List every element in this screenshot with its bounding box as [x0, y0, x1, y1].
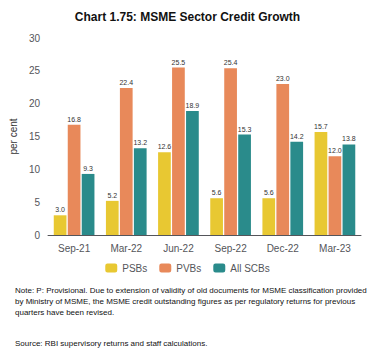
- svg-text:25.4: 25.4: [224, 59, 238, 66]
- svg-text:12.0: 12.0: [328, 147, 342, 154]
- svg-text:12.6: 12.6: [158, 143, 172, 150]
- svg-text:20: 20: [29, 98, 41, 109]
- svg-text:Chart 1.75: MSME Sector Credit: Chart 1.75: MSME Sector Credit Growth: [75, 10, 300, 24]
- svg-text:22.4: 22.4: [119, 79, 133, 86]
- svg-text:5.2: 5.2: [107, 192, 117, 199]
- svg-text:25.5: 25.5: [172, 59, 186, 66]
- svg-text:Source: RBI supervisory return: Source: RBI supervisory returns and staf…: [15, 339, 207, 348]
- svg-text:quarters have been revised.: quarters have been revised.: [15, 308, 114, 317]
- svg-text:0: 0: [34, 230, 40, 241]
- svg-text:25: 25: [29, 65, 41, 76]
- svg-text:5.6: 5.6: [212, 189, 222, 196]
- svg-text:5.6: 5.6: [264, 189, 274, 196]
- svg-text:Mar-23: Mar-23: [319, 243, 351, 254]
- svg-text:18.9: 18.9: [186, 102, 200, 109]
- svg-text:13.2: 13.2: [133, 139, 147, 146]
- svg-text:PSBs: PSBs: [122, 263, 147, 274]
- svg-text:Sep-21: Sep-21: [58, 243, 91, 254]
- svg-text:Mar-22: Mar-22: [110, 243, 142, 254]
- svg-text:All SCBs: All SCBs: [230, 263, 269, 274]
- svg-text:14.2: 14.2: [290, 133, 304, 140]
- svg-text:Jun-22: Jun-22: [163, 243, 194, 254]
- svg-text:9.3: 9.3: [83, 165, 93, 172]
- svg-text:by Ministry of MSME, the MSME: by Ministry of MSME, the MSME credit out…: [15, 297, 357, 306]
- svg-text:15: 15: [29, 131, 41, 142]
- svg-text:Sep-22: Sep-22: [214, 243, 247, 254]
- svg-text:per cent: per cent: [8, 118, 19, 154]
- svg-text:Note: P: Provisional. Due to e: Note: P: Provisional. Due to extension o…: [15, 286, 369, 295]
- svg-text:16.8: 16.8: [67, 116, 81, 123]
- svg-text:30: 30: [29, 33, 41, 44]
- svg-text:15.7: 15.7: [314, 123, 328, 130]
- svg-text:23.0: 23.0: [276, 75, 290, 82]
- svg-text:13.8: 13.8: [342, 135, 356, 142]
- svg-text:Dec-22: Dec-22: [267, 243, 300, 254]
- svg-text:3.0: 3.0: [55, 206, 65, 213]
- svg-text:15.3: 15.3: [238, 126, 252, 133]
- svg-text:5: 5: [34, 197, 40, 208]
- svg-text:10: 10: [29, 164, 41, 175]
- svg-text:PVBs: PVBs: [176, 263, 201, 274]
